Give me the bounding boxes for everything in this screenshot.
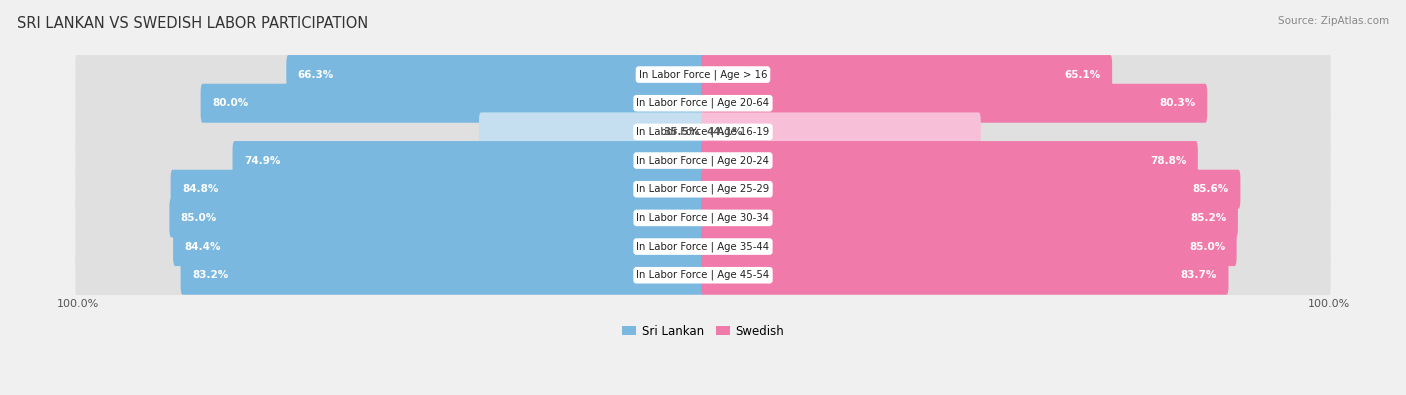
FancyBboxPatch shape: [76, 110, 1330, 154]
Text: In Labor Force | Age 25-29: In Labor Force | Age 25-29: [637, 184, 769, 194]
FancyBboxPatch shape: [479, 113, 704, 151]
FancyBboxPatch shape: [76, 139, 1330, 182]
Text: 85.6%: 85.6%: [1192, 184, 1229, 194]
Text: 74.9%: 74.9%: [243, 156, 280, 166]
FancyBboxPatch shape: [287, 55, 704, 94]
Text: SRI LANKAN VS SWEDISH LABOR PARTICIPATION: SRI LANKAN VS SWEDISH LABOR PARTICIPATIO…: [17, 16, 368, 31]
Text: In Labor Force | Age 16-19: In Labor Force | Age 16-19: [637, 127, 769, 137]
Text: In Labor Force | Age 35-44: In Labor Force | Age 35-44: [637, 241, 769, 252]
Text: 85.2%: 85.2%: [1191, 213, 1226, 223]
FancyBboxPatch shape: [702, 141, 1198, 180]
Text: 85.0%: 85.0%: [1189, 242, 1225, 252]
Text: In Labor Force | Age 20-64: In Labor Force | Age 20-64: [637, 98, 769, 109]
Text: 84.8%: 84.8%: [181, 184, 218, 194]
FancyBboxPatch shape: [702, 227, 1237, 266]
FancyBboxPatch shape: [76, 53, 1330, 96]
FancyBboxPatch shape: [201, 84, 704, 123]
Text: 35.5%: 35.5%: [664, 127, 700, 137]
Text: 65.1%: 65.1%: [1064, 70, 1101, 79]
Text: 84.4%: 84.4%: [184, 242, 221, 252]
Text: 66.3%: 66.3%: [298, 70, 335, 79]
FancyBboxPatch shape: [180, 256, 704, 295]
FancyBboxPatch shape: [702, 198, 1237, 237]
FancyBboxPatch shape: [170, 170, 704, 209]
Text: In Labor Force | Age 45-54: In Labor Force | Age 45-54: [637, 270, 769, 280]
Text: 83.7%: 83.7%: [1181, 270, 1218, 280]
FancyBboxPatch shape: [702, 84, 1208, 123]
Legend: Sri Lankan, Swedish: Sri Lankan, Swedish: [617, 320, 789, 342]
Text: 85.0%: 85.0%: [181, 213, 217, 223]
FancyBboxPatch shape: [76, 225, 1330, 268]
FancyBboxPatch shape: [76, 167, 1330, 211]
FancyBboxPatch shape: [702, 55, 1112, 94]
FancyBboxPatch shape: [702, 256, 1229, 295]
FancyBboxPatch shape: [169, 198, 704, 237]
Text: 80.0%: 80.0%: [212, 98, 249, 108]
Text: 80.3%: 80.3%: [1160, 98, 1197, 108]
Text: Source: ZipAtlas.com: Source: ZipAtlas.com: [1278, 16, 1389, 26]
FancyBboxPatch shape: [702, 170, 1240, 209]
FancyBboxPatch shape: [76, 254, 1330, 297]
Text: In Labor Force | Age > 16: In Labor Force | Age > 16: [638, 69, 768, 80]
FancyBboxPatch shape: [76, 196, 1330, 240]
Text: 78.8%: 78.8%: [1150, 156, 1187, 166]
FancyBboxPatch shape: [232, 141, 704, 180]
Text: 44.1%: 44.1%: [706, 127, 742, 137]
FancyBboxPatch shape: [173, 227, 704, 266]
Text: In Labor Force | Age 20-24: In Labor Force | Age 20-24: [637, 155, 769, 166]
Text: In Labor Force | Age 30-34: In Labor Force | Age 30-34: [637, 213, 769, 223]
FancyBboxPatch shape: [76, 81, 1330, 125]
Text: 83.2%: 83.2%: [193, 270, 228, 280]
FancyBboxPatch shape: [702, 113, 981, 151]
